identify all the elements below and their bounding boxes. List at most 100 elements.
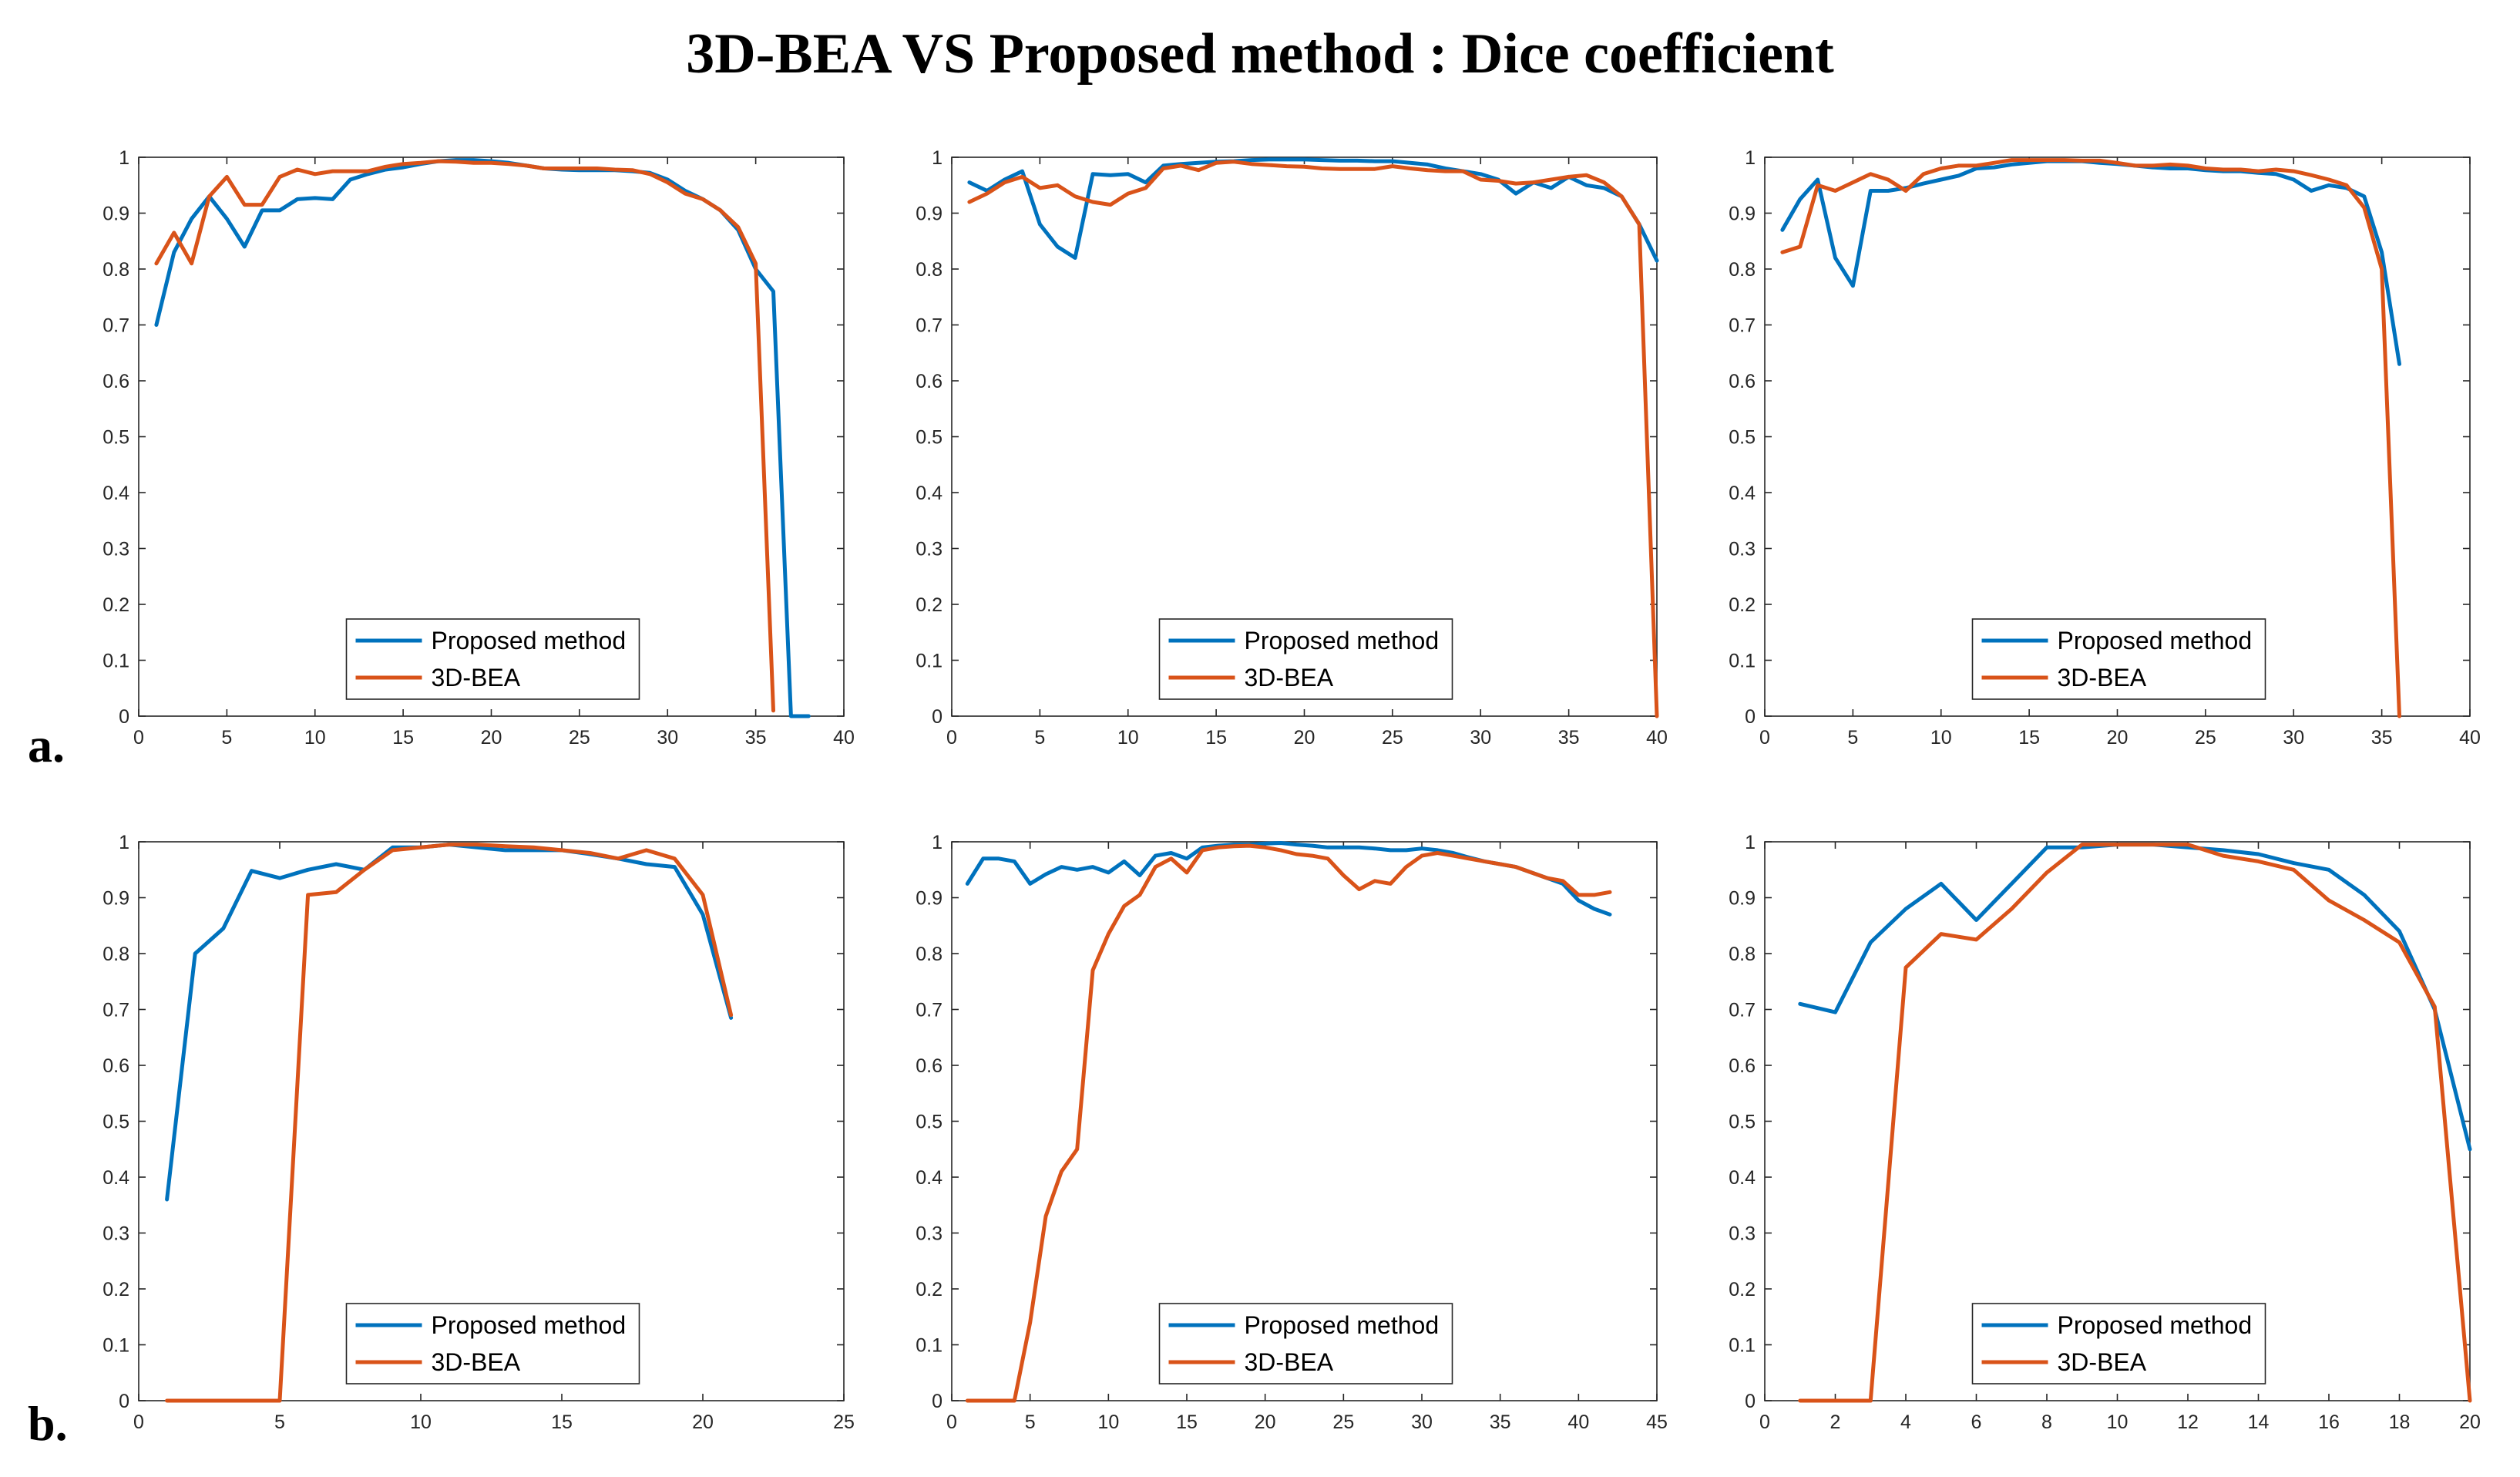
y-tick-label: 0.5 (1729, 427, 1756, 449)
y-tick-label: 0.9 (102, 204, 129, 225)
x-tick-label: 5 (274, 1411, 285, 1433)
y-tick-label: 0.2 (1729, 1279, 1756, 1300)
y-tick-label: 0.1 (102, 1335, 129, 1357)
y-tick-label: 0 (932, 1391, 942, 1412)
x-tick-label: 20 (692, 1411, 714, 1433)
legend-box (1971, 618, 2266, 700)
x-tick-label: 5 (1034, 727, 1045, 749)
chart-panel-a-1: 00.10.20.30.40.50.60.70.80.910 5 10 15 20 25 3… (102, 147, 855, 749)
x-tick-label: 25 (1332, 1411, 1354, 1433)
y-tick-label: 0.8 (1729, 259, 1756, 281)
row-label-a: a. (28, 718, 65, 772)
chart-panel-b-2: 00.10.20.30.40.50.60.70.80.910 5 10 15 20 25 3… (916, 832, 1668, 1433)
y-tick-label: 0 (119, 1391, 129, 1412)
y-tick-label: 0.6 (1729, 371, 1756, 392)
y-tick-label: 0.7 (1729, 315, 1756, 337)
y-tick-label: 0.2 (1729, 594, 1756, 616)
x-tick-label: 20 (2107, 727, 2129, 749)
y-tick-label: 0.4 (916, 483, 942, 504)
x-tick-label: 2 (1830, 1411, 1841, 1433)
x-tick-label: 40 (833, 727, 855, 749)
x-tick-label: 20 (2459, 1411, 2481, 1433)
y-tick-label: 0.8 (916, 259, 942, 281)
y-tick-label: 0.3 (916, 539, 942, 560)
legend-label-bea: 3D-BEA (1245, 664, 1334, 691)
y-tick-label: 1 (932, 832, 942, 853)
y-tick-label: 1 (119, 832, 129, 853)
x-tick-label: 40 (2459, 727, 2481, 749)
x-tick-label: 35 (2371, 727, 2393, 749)
y-tick-label: 0.1 (916, 651, 942, 672)
legend: Proposed method 3D-BEA (1158, 618, 1453, 700)
x-tick-label: 20 (1294, 727, 1315, 749)
x-tick-label: 10 (304, 727, 326, 749)
x-tick-label: 6 (1971, 1411, 1982, 1433)
y-tick-label: 0.9 (1729, 888, 1756, 910)
y-tick-label: 0.2 (102, 594, 129, 616)
x-tick-label: 14 (2248, 1411, 2270, 1433)
y-tick-label: 0.4 (102, 1167, 129, 1189)
x-tick-label: 5 (221, 727, 232, 749)
series-line-bea (965, 843, 1612, 1403)
y-tick-label: 0.2 (102, 1279, 129, 1300)
figure-title: 3D-BEA VS Proposed method : Dice coeffic… (686, 22, 1834, 86)
x-tick-label: 0 (946, 727, 957, 749)
y-tick-label: 0.7 (916, 1000, 942, 1021)
legend-label-proposed: Proposed method (1245, 627, 1440, 654)
y-tick-label: 0.5 (916, 1112, 942, 1133)
legend-label-bea: 3D-BEA (432, 664, 521, 691)
x-tick-label: 15 (1205, 727, 1227, 749)
x-tick-label: 8 (2041, 1411, 2052, 1433)
y-tick-label: 0.6 (916, 1055, 942, 1077)
x-tick-label: 5 (1847, 727, 1858, 749)
y-tick-label: 0.1 (1729, 651, 1756, 672)
chart-panel-b-3: 00.10.20.30.40.50.60.70.80.910 2 4 6 8 10 12 14… (1729, 832, 2481, 1433)
legend-label-proposed: Proposed method (2058, 627, 2253, 654)
x-tick-label: 0 (133, 727, 144, 749)
legend-box (345, 1303, 640, 1384)
y-tick-label: 0 (932, 706, 942, 728)
legend-label-proposed: Proposed method (432, 627, 627, 654)
y-tick-label: 0.6 (102, 1055, 129, 1077)
x-tick-label: 35 (1558, 727, 1580, 749)
y-tick-label: 0.3 (102, 1223, 129, 1245)
y-tick-label: 0.4 (102, 483, 129, 504)
x-tick-label: 25 (833, 1411, 855, 1433)
y-tick-label: 0.7 (102, 1000, 129, 1021)
legend-label-bea: 3D-BEA (2058, 1348, 2147, 1376)
x-tick-label: 10 (2107, 1411, 2129, 1433)
y-tick-label: 0.3 (1729, 539, 1756, 560)
row-label-b: b. (28, 1396, 68, 1451)
legend-label-bea: 3D-BEA (1245, 1348, 1334, 1376)
x-tick-label: 5 (1025, 1411, 1036, 1433)
y-tick-label: 0.6 (102, 371, 129, 392)
y-tick-label: 0.1 (1729, 1335, 1756, 1357)
y-tick-label: 0.4 (1729, 483, 1756, 504)
y-tick-label: 0.3 (102, 539, 129, 560)
chart-panel-b-1: 00.10.20.30.40.50.60.70.80.910 5 10 15 20 25P… (102, 832, 855, 1433)
y-tick-label: 0.4 (1729, 1167, 1756, 1189)
x-tick-label: 0 (1759, 727, 1770, 749)
x-tick-label: 15 (392, 727, 414, 749)
x-tick-label: 35 (1490, 1411, 1511, 1433)
series-line-bea (1780, 158, 2401, 718)
x-tick-label: 10 (1930, 727, 1952, 749)
x-tick-label: 10 (1117, 727, 1139, 749)
y-tick-label: 0.7 (102, 315, 129, 337)
series-line-bea (967, 160, 1659, 718)
legend: Proposed method 3D-BEA (1158, 1303, 1453, 1384)
y-tick-label: 0.9 (916, 888, 942, 910)
x-tick-label: 45 (1646, 1411, 1668, 1433)
y-tick-label: 0.9 (1729, 204, 1756, 225)
y-tick-label: 0.8 (916, 944, 942, 965)
y-tick-label: 0.8 (1729, 944, 1756, 965)
legend-box (1158, 1303, 1453, 1384)
x-tick-label: 35 (745, 727, 767, 749)
legend: Proposed method 3D-BEA (345, 618, 640, 700)
x-tick-label: 4 (1900, 1411, 1911, 1433)
series-line-bea (165, 843, 734, 1403)
chart-panel-a-3: 00.10.20.30.40.50.60.70.80.910 5 10 15 20 25 3… (1729, 147, 2481, 749)
x-tick-label: 0 (1759, 1411, 1770, 1433)
y-tick-label: 0.5 (916, 427, 942, 449)
